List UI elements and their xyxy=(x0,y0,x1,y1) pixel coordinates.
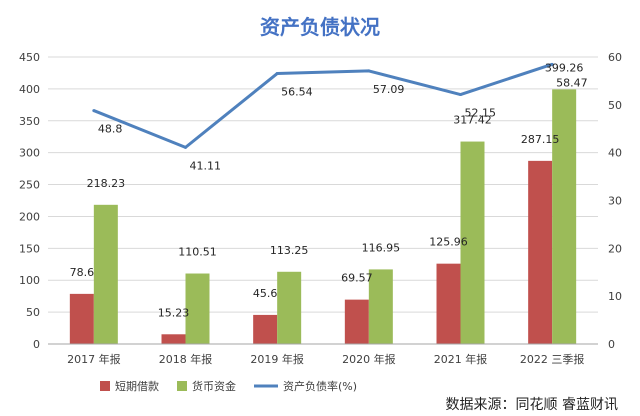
bar xyxy=(528,160,553,344)
legend-swatch xyxy=(177,381,187,391)
bar xyxy=(460,141,485,344)
x-tick-label: 2022 三季报 xyxy=(520,352,585,366)
left-tick-label: 100 xyxy=(19,274,40,287)
ratio-value-label: 48.8 xyxy=(98,123,123,136)
legend-label: 资产负债率(%) xyxy=(283,379,357,393)
bar xyxy=(253,314,278,344)
left-tick-label: 50 xyxy=(26,306,40,319)
ratio-point xyxy=(92,109,96,113)
right-tick-label: 40 xyxy=(608,147,622,160)
x-tick-label: 2018 年报 xyxy=(159,352,213,366)
left-tick-label: 250 xyxy=(19,179,40,192)
right-tick-label: 10 xyxy=(608,290,622,303)
ratio-point xyxy=(184,145,187,149)
x-tick-label: 2017 年报 xyxy=(67,352,121,366)
ratio-value-label: 56.54 xyxy=(281,86,313,99)
left-axis: 0 50 100 150 200 250 300 350 400 450 xyxy=(19,51,40,351)
bar-value-label: 78.6 xyxy=(70,266,95,279)
bar xyxy=(436,263,461,344)
left-tick-label: 200 xyxy=(19,210,40,223)
left-tick-label: 0 xyxy=(33,338,40,351)
bar xyxy=(344,299,369,344)
ratio-point xyxy=(550,62,554,66)
bar-value-label: 15.23 xyxy=(158,306,190,319)
grid-lines xyxy=(48,56,598,345)
ratio-value-label: 57.09 xyxy=(373,83,405,96)
bar xyxy=(161,334,186,344)
source-note: 数据来源：同花顺 睿蓝财讯 xyxy=(446,397,618,413)
legend-swatch xyxy=(100,381,110,391)
bar xyxy=(552,89,577,345)
bar-value-label: 116.95 xyxy=(362,241,401,254)
x-axis: 2017 年报 2018 年报 2019 年报 2020 年报 2021 年报 2022 … xyxy=(48,343,598,366)
left-tick-label: 350 xyxy=(19,115,40,128)
bar xyxy=(93,204,118,344)
left-tick-label: 150 xyxy=(19,242,40,255)
right-tick-label: 50 xyxy=(608,99,622,112)
ratio-point xyxy=(459,93,462,97)
x-tick-label: 2020 年报 xyxy=(342,352,396,366)
ratio-line xyxy=(92,62,554,149)
legend: 短期借款 货币资金 资产负债率(%) xyxy=(100,379,357,393)
ratio-value-label: 52.15 xyxy=(465,107,497,120)
data-labels: 78.6 15.23 45.6 69.57 125.96 287.15 218.23 110.… xyxy=(70,61,588,319)
bar-value-label: 110.51 xyxy=(178,246,217,259)
legend-label: 货币资金 xyxy=(192,379,236,393)
right-tick-label: 30 xyxy=(608,195,622,208)
ratio-value-label: 58.47 xyxy=(556,76,588,89)
bar-value-label: 317.42 xyxy=(453,114,492,127)
bars xyxy=(69,89,577,345)
bar-value-label: 125.96 xyxy=(429,236,468,249)
right-axis: 0 10 20 30 40 50 60 xyxy=(608,51,622,351)
bar-value-label: 218.23 xyxy=(87,177,126,190)
bar-value-label: 69.57 xyxy=(341,272,373,285)
x-tick-label: 2019 年报 xyxy=(250,352,304,366)
bar xyxy=(277,271,302,344)
bar xyxy=(368,269,393,344)
right-tick-label: 60 xyxy=(608,51,622,64)
legend-label: 短期借款 xyxy=(115,379,159,393)
bar-value-label: 113.25 xyxy=(270,244,309,257)
right-tick-label: 0 xyxy=(608,338,615,351)
x-tick-label: 2021 年报 xyxy=(434,352,488,366)
bar-value-label: 287.15 xyxy=(521,133,560,146)
ratio-point xyxy=(367,69,371,73)
right-tick-label: 20 xyxy=(608,242,622,255)
bar xyxy=(69,293,94,344)
ratio-point xyxy=(275,72,279,76)
chart-title: 资产负债状况 xyxy=(260,15,380,39)
bar-value-label: 45.6 xyxy=(253,287,278,300)
bar xyxy=(185,273,210,344)
bar-value-label: 399.26 xyxy=(545,61,584,74)
ratio-line-path xyxy=(93,62,553,149)
ratio-value-label: 41.11 xyxy=(190,159,222,172)
left-tick-label: 450 xyxy=(19,51,40,64)
left-tick-label: 400 xyxy=(19,83,40,96)
left-tick-label: 300 xyxy=(19,147,40,160)
